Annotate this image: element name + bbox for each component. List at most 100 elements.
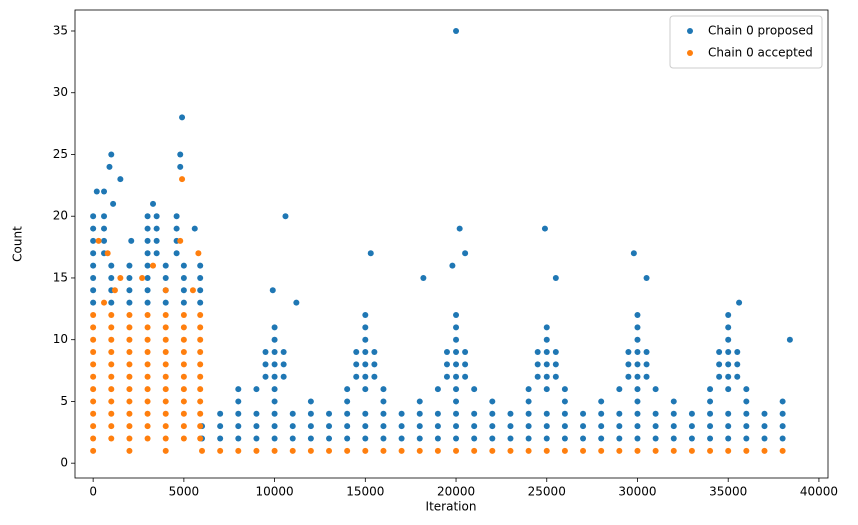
point: [280, 349, 287, 356]
point: [779, 410, 786, 417]
point: [652, 435, 659, 442]
point: [416, 410, 423, 417]
point: [217, 410, 224, 417]
point: [326, 435, 333, 442]
point: [280, 373, 287, 380]
point: [271, 435, 278, 442]
point: [670, 423, 677, 430]
point: [362, 373, 369, 380]
point: [180, 373, 187, 380]
point: [561, 386, 568, 393]
legend-marker: [687, 50, 693, 56]
point: [162, 349, 169, 356]
point: [104, 250, 111, 257]
y-tick-label: 15: [53, 270, 68, 284]
point: [177, 151, 184, 158]
point: [779, 423, 786, 430]
point: [101, 299, 108, 306]
point: [180, 435, 187, 442]
point: [670, 410, 677, 417]
point: [90, 225, 97, 232]
point: [235, 386, 242, 393]
legend-label: Chain 0 accepted: [708, 46, 813, 60]
point: [507, 447, 514, 454]
point: [108, 312, 115, 319]
point: [153, 213, 160, 220]
point: [90, 299, 97, 306]
point: [162, 373, 169, 380]
point: [634, 423, 641, 430]
point: [779, 447, 786, 454]
point: [616, 423, 623, 430]
point: [443, 349, 450, 356]
point: [217, 435, 224, 442]
point: [235, 423, 242, 430]
point: [180, 336, 187, 343]
point: [197, 423, 204, 430]
point: [734, 361, 741, 368]
point: [362, 361, 369, 368]
point: [307, 423, 314, 430]
point: [362, 312, 369, 319]
point: [253, 447, 260, 454]
point: [344, 410, 351, 417]
y-tick-label: 35: [53, 23, 68, 37]
point: [434, 447, 441, 454]
point: [144, 410, 151, 417]
point: [173, 213, 180, 220]
point: [552, 361, 559, 368]
point: [180, 312, 187, 319]
point: [162, 312, 169, 319]
point: [453, 27, 460, 34]
point: [634, 324, 641, 331]
point: [707, 423, 714, 430]
point: [217, 423, 224, 430]
point: [271, 324, 278, 331]
point: [326, 410, 333, 417]
y-tick-label: 20: [53, 209, 68, 223]
point: [525, 447, 532, 454]
series: [90, 176, 786, 454]
point: [362, 447, 369, 454]
point: [271, 386, 278, 393]
series: [90, 27, 793, 442]
point: [117, 274, 124, 281]
y-tick-label: 25: [53, 147, 68, 161]
point: [271, 349, 278, 356]
point: [108, 151, 115, 158]
point: [126, 274, 133, 281]
point: [144, 373, 151, 380]
point: [126, 262, 133, 269]
point: [90, 435, 97, 442]
point: [162, 336, 169, 343]
point: [90, 349, 97, 356]
legend: Chain 0 proposed Chain 0 accepted: [669, 15, 823, 69]
point: [420, 274, 427, 281]
point: [761, 447, 768, 454]
point: [616, 435, 623, 442]
point: [144, 398, 151, 405]
point: [108, 398, 115, 405]
point: [180, 410, 187, 417]
point: [307, 398, 314, 405]
point: [725, 324, 732, 331]
point: [197, 349, 204, 356]
point: [144, 250, 151, 257]
point: [110, 200, 117, 207]
point: [398, 410, 405, 417]
point: [643, 349, 650, 356]
point: [398, 423, 405, 430]
point: [144, 237, 151, 244]
point: [108, 324, 115, 331]
point: [507, 423, 514, 430]
point: [443, 361, 450, 368]
point: [344, 423, 351, 430]
point: [126, 299, 133, 306]
point: [179, 176, 186, 183]
point: [289, 447, 296, 454]
point: [280, 361, 287, 368]
point: [670, 447, 677, 454]
point: [162, 398, 169, 405]
point: [271, 336, 278, 343]
point: [453, 435, 460, 442]
